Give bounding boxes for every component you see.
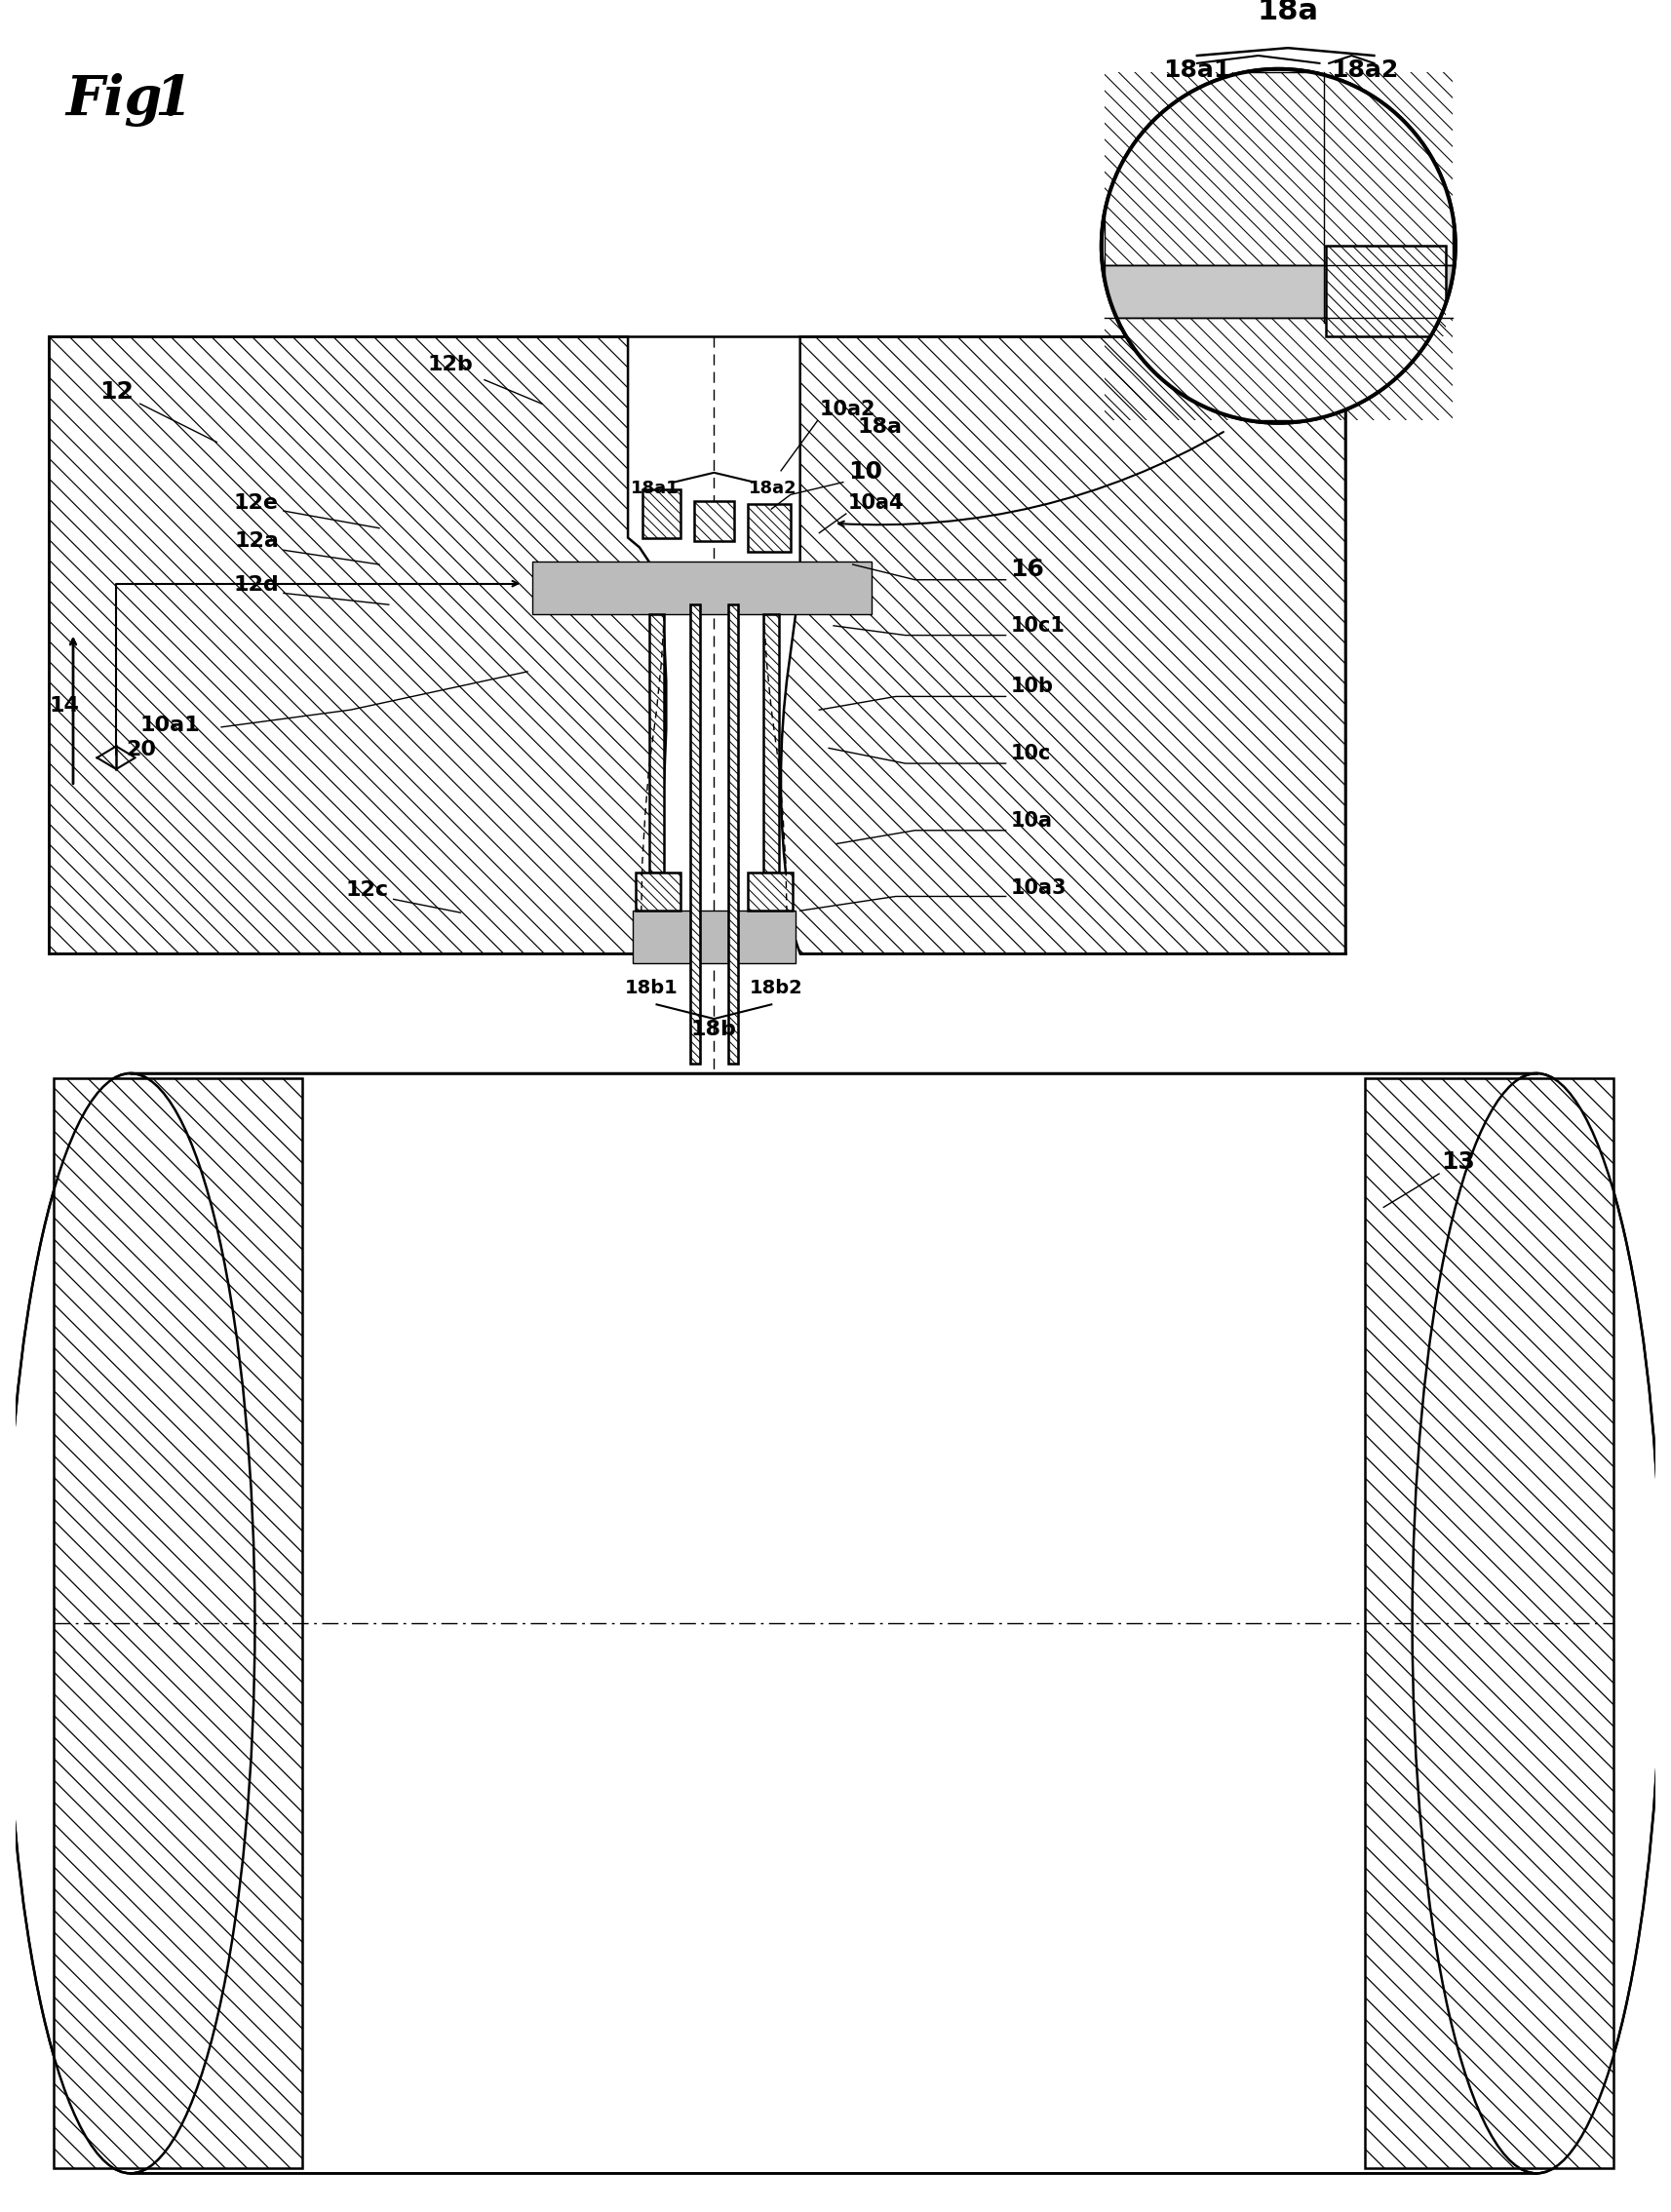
Polygon shape — [729, 604, 739, 1064]
Text: 10a4: 10a4 — [847, 493, 904, 513]
Polygon shape — [533, 562, 872, 615]
Text: 1: 1 — [154, 73, 192, 126]
Text: 20: 20 — [125, 741, 155, 759]
Text: 12d: 12d — [234, 575, 279, 595]
Polygon shape — [747, 504, 790, 553]
Polygon shape — [642, 489, 680, 538]
Text: 12e: 12e — [234, 493, 279, 513]
Text: 18a: 18a — [1257, 0, 1318, 24]
Text: 18b: 18b — [692, 1020, 737, 1040]
Circle shape — [1101, 69, 1455, 422]
Text: Fig.: Fig. — [65, 73, 180, 126]
Polygon shape — [635, 872, 680, 911]
Text: 18b1: 18b1 — [625, 978, 678, 998]
Polygon shape — [1105, 71, 1452, 265]
Text: 16: 16 — [1011, 557, 1044, 582]
Text: 18a1: 18a1 — [1163, 58, 1232, 82]
Polygon shape — [690, 604, 700, 1064]
Text: 18a2: 18a2 — [1332, 58, 1399, 82]
Polygon shape — [633, 911, 795, 964]
Polygon shape — [747, 872, 792, 911]
Text: 10a: 10a — [1011, 812, 1053, 830]
Polygon shape — [48, 336, 667, 953]
Text: 18a2: 18a2 — [749, 480, 797, 498]
Text: 10b: 10b — [1011, 677, 1053, 697]
Text: 10a2: 10a2 — [819, 400, 876, 418]
Text: 12a: 12a — [234, 531, 279, 551]
Text: 10c: 10c — [1011, 743, 1051, 763]
Text: 18b2: 18b2 — [750, 978, 802, 998]
Polygon shape — [1105, 265, 1452, 319]
Text: 10a3: 10a3 — [1011, 878, 1066, 898]
Text: 12b: 12b — [428, 354, 473, 374]
Ellipse shape — [7, 1073, 256, 2174]
Polygon shape — [764, 615, 779, 872]
Polygon shape — [1327, 246, 1445, 336]
Text: 10a1: 10a1 — [140, 714, 201, 734]
Polygon shape — [648, 615, 665, 872]
Text: 12c: 12c — [346, 880, 389, 900]
Ellipse shape — [1412, 1073, 1661, 2174]
Text: 14: 14 — [48, 697, 79, 717]
Polygon shape — [53, 1077, 302, 2168]
Polygon shape — [1105, 319, 1452, 420]
FancyBboxPatch shape — [130, 1073, 1537, 2174]
Text: 18a: 18a — [857, 416, 902, 436]
Text: 10: 10 — [847, 460, 882, 482]
Polygon shape — [780, 336, 1345, 953]
Text: 12: 12 — [100, 380, 134, 405]
Polygon shape — [1365, 1077, 1613, 2168]
Polygon shape — [693, 502, 734, 542]
Text: 18a1: 18a1 — [630, 480, 678, 498]
Text: 13: 13 — [1440, 1150, 1475, 1175]
Text: 10c1: 10c1 — [1011, 615, 1064, 635]
